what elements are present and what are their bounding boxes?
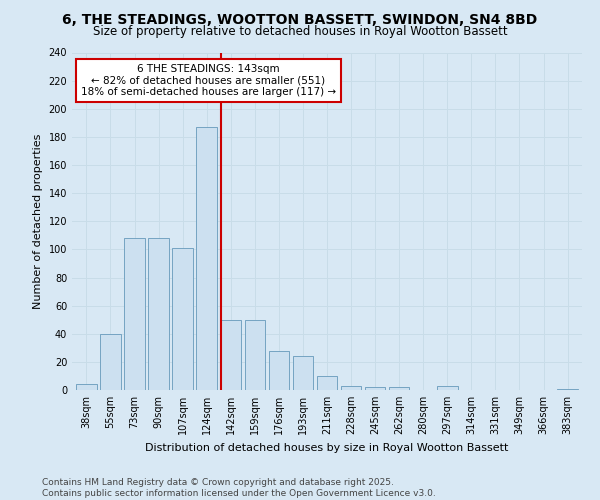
Bar (100, 334, 121, 390)
Bar (148, 238, 169, 390)
Text: 6 THE STEADINGS: 143sqm
← 82% of detached houses are smaller (551)
18% of semi-d: 6 THE STEADINGS: 143sqm ← 82% of detache… (81, 64, 336, 97)
Text: 6, THE STEADINGS, WOOTTON BASSETT, SWINDON, SN4 8BD: 6, THE STEADINGS, WOOTTON BASSETT, SWIND… (62, 12, 538, 26)
Text: Contains HM Land Registry data © Crown copyright and database right 2025.
Contai: Contains HM Land Registry data © Crown c… (42, 478, 436, 498)
Bar (221, 320, 241, 390)
Bar (196, 127, 217, 390)
Bar (341, 386, 361, 390)
Bar (76, 384, 97, 390)
Bar (124, 238, 145, 390)
Bar (172, 248, 193, 390)
Bar (365, 387, 385, 390)
Bar (317, 376, 337, 390)
Text: Size of property relative to detached houses in Royal Wootton Bassett: Size of property relative to detached ho… (92, 25, 508, 38)
Bar (389, 387, 409, 390)
Bar (557, 388, 578, 390)
Y-axis label: Number of detached properties: Number of detached properties (33, 134, 43, 309)
Bar (269, 350, 289, 390)
X-axis label: Distribution of detached houses by size in Royal Wootton Bassett: Distribution of detached houses by size … (145, 442, 509, 452)
Bar (245, 320, 265, 390)
Bar (293, 356, 313, 390)
Bar (437, 386, 458, 390)
